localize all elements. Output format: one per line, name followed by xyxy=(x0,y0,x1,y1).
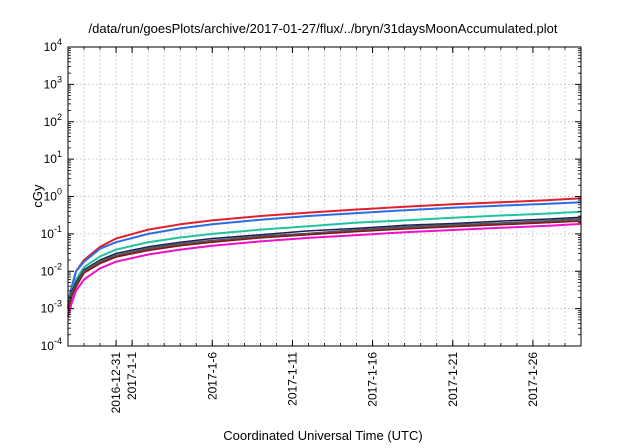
series-line-2 xyxy=(67,201,582,303)
y-axis-title: cGy xyxy=(30,184,45,208)
y-tick-label: 10-2 xyxy=(41,261,62,278)
x-tick-label: 2017-1-26 xyxy=(526,352,540,407)
series-line-6 xyxy=(67,220,582,311)
y-tick-label: 10-1 xyxy=(41,224,62,241)
x-tick-label: 2017-1-11 xyxy=(285,352,299,406)
y-tick-label: 103 xyxy=(44,74,62,91)
series-line-3 xyxy=(67,210,582,306)
y-tick-label: 100 xyxy=(44,187,62,204)
y-tick-label: 102 xyxy=(44,112,62,129)
axis-ticks xyxy=(68,46,581,347)
y-tick-label: 10-4 xyxy=(41,336,62,353)
y-tick-label: 104 xyxy=(44,37,62,54)
x-tick-label: 2017-1-1 xyxy=(125,352,139,400)
chart-title: /data/run/goesPlots/archive/2017-01-27/f… xyxy=(89,21,558,36)
series-line-7 xyxy=(67,222,582,318)
x-tick-label: 2016-12-31 xyxy=(109,352,123,414)
x-tick-label: 2017-1-16 xyxy=(366,352,380,407)
x-tick-label: 2017-1-21 xyxy=(446,352,460,407)
x-tick-labels: 2016-12-31 2017-1-1 2017-1-6 2017-1-11 2017-… xyxy=(109,352,540,414)
series-layer xyxy=(66,197,582,318)
y-tick-labels: 10-4 10-3 10-2 10-1 100 101 102 103 104 xyxy=(41,37,62,353)
x-axis-title: Coordinated Universal Time (UTC) xyxy=(223,428,422,443)
y-tick-label: 10-3 xyxy=(41,299,62,316)
grid-lines xyxy=(68,47,581,346)
y-tick-label: 101 xyxy=(44,149,62,166)
x-tick-label: 2017-1-6 xyxy=(205,352,219,400)
